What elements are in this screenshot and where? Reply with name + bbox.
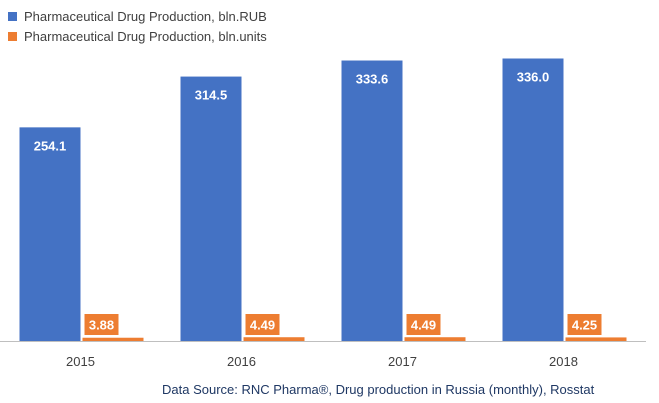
legend-swatch-units [8,31,17,41]
data-label-rub-2015: 254.1 [34,138,67,153]
legend-item-units: Pharmaceutical Drug Production, bln.unit… [8,26,267,46]
legend-swatch-rub [8,11,17,21]
data-label-box-units-2017 [406,314,441,335]
x-tick-label-2017: 2017 [388,354,417,369]
legend: Pharmaceutical Drug Production, bln.RUB … [8,6,267,46]
bar-units-2017 [404,337,466,341]
data-label-rub-2017: 333.6 [356,72,389,87]
bar-units-2015 [82,337,144,341]
data-label-box-units-2016 [245,314,280,335]
data-label-units-2018: 4.25 [572,318,597,333]
bar-rub-2015 [19,127,81,341]
x-tick-label-2018: 2018 [549,354,578,369]
bar-rub-2016 [180,76,242,341]
bar-rub-2018 [502,58,564,342]
bar-units-2018 [565,337,627,341]
data-label-units-2016: 4.49 [250,318,275,333]
data-label-units-2017: 4.49 [411,318,436,333]
data-label-box-units-2015 [84,314,119,335]
data-label-rub-2018: 336.0 [517,69,550,84]
x-tick-label-2015: 2015 [66,354,95,369]
legend-item-rub: Pharmaceutical Drug Production, bln.RUB [8,6,267,26]
bar-units-2016 [243,337,305,341]
bar-rub-2017 [341,60,403,342]
data-source-note: Data Source: RNC Pharma®, Drug productio… [162,382,595,397]
x-tick-label-2016: 2016 [227,354,256,369]
data-label-box-units-2018 [567,314,602,335]
legend-label-units: Pharmaceutical Drug Production, bln.unit… [24,28,267,44]
data-label-units-2015: 3.88 [89,318,114,333]
data-label-rub-2016: 314.5 [195,88,228,103]
legend-label-rub: Pharmaceutical Drug Production, bln.RUB [24,8,267,24]
